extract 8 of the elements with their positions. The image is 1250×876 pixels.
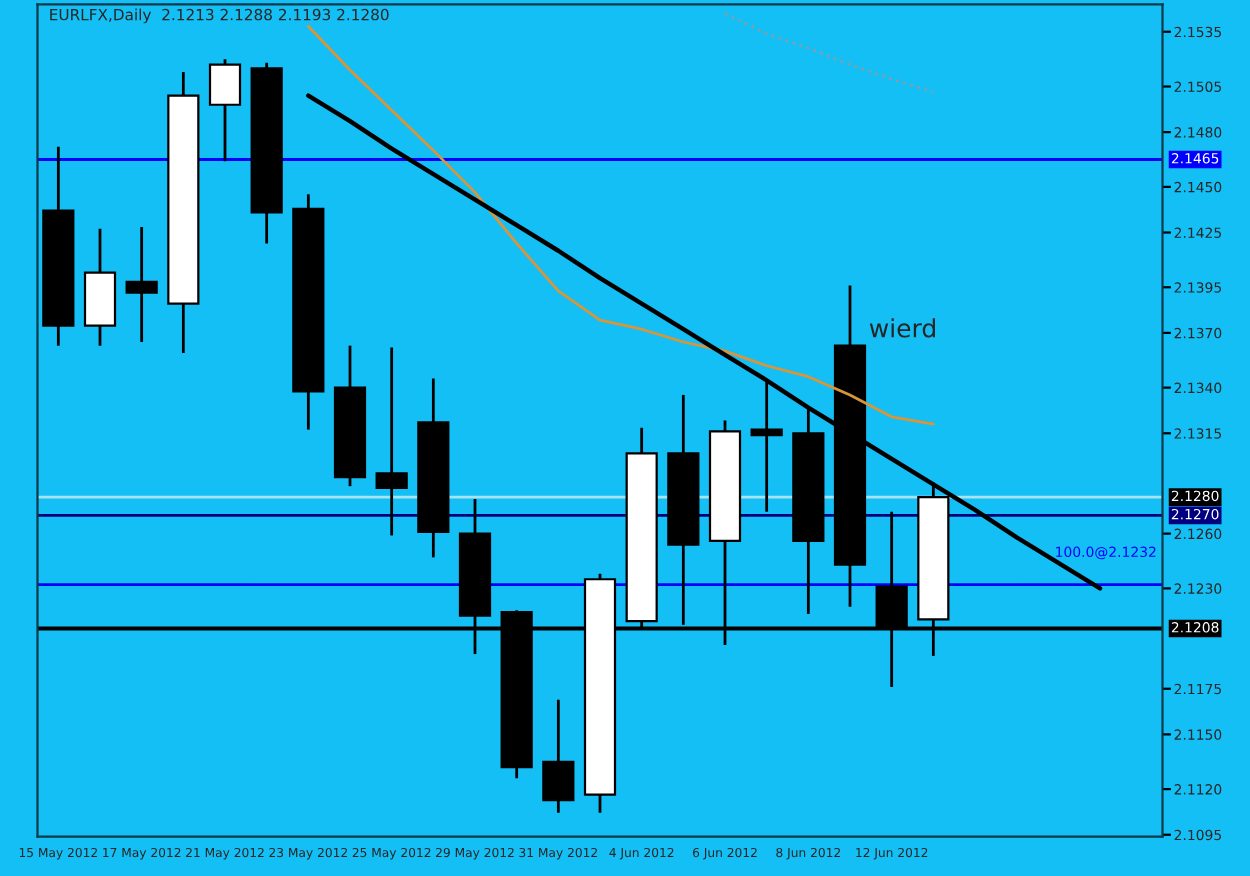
line-series bbox=[306, 24, 935, 426]
annotation: wierd bbox=[869, 318, 935, 338]
line-series bbox=[723, 12, 935, 94]
candlestick bbox=[750, 380, 783, 514]
candlestick bbox=[208, 57, 242, 163]
candlestick bbox=[375, 346, 408, 537]
candlestick bbox=[542, 698, 575, 815]
candlestick bbox=[125, 225, 158, 344]
